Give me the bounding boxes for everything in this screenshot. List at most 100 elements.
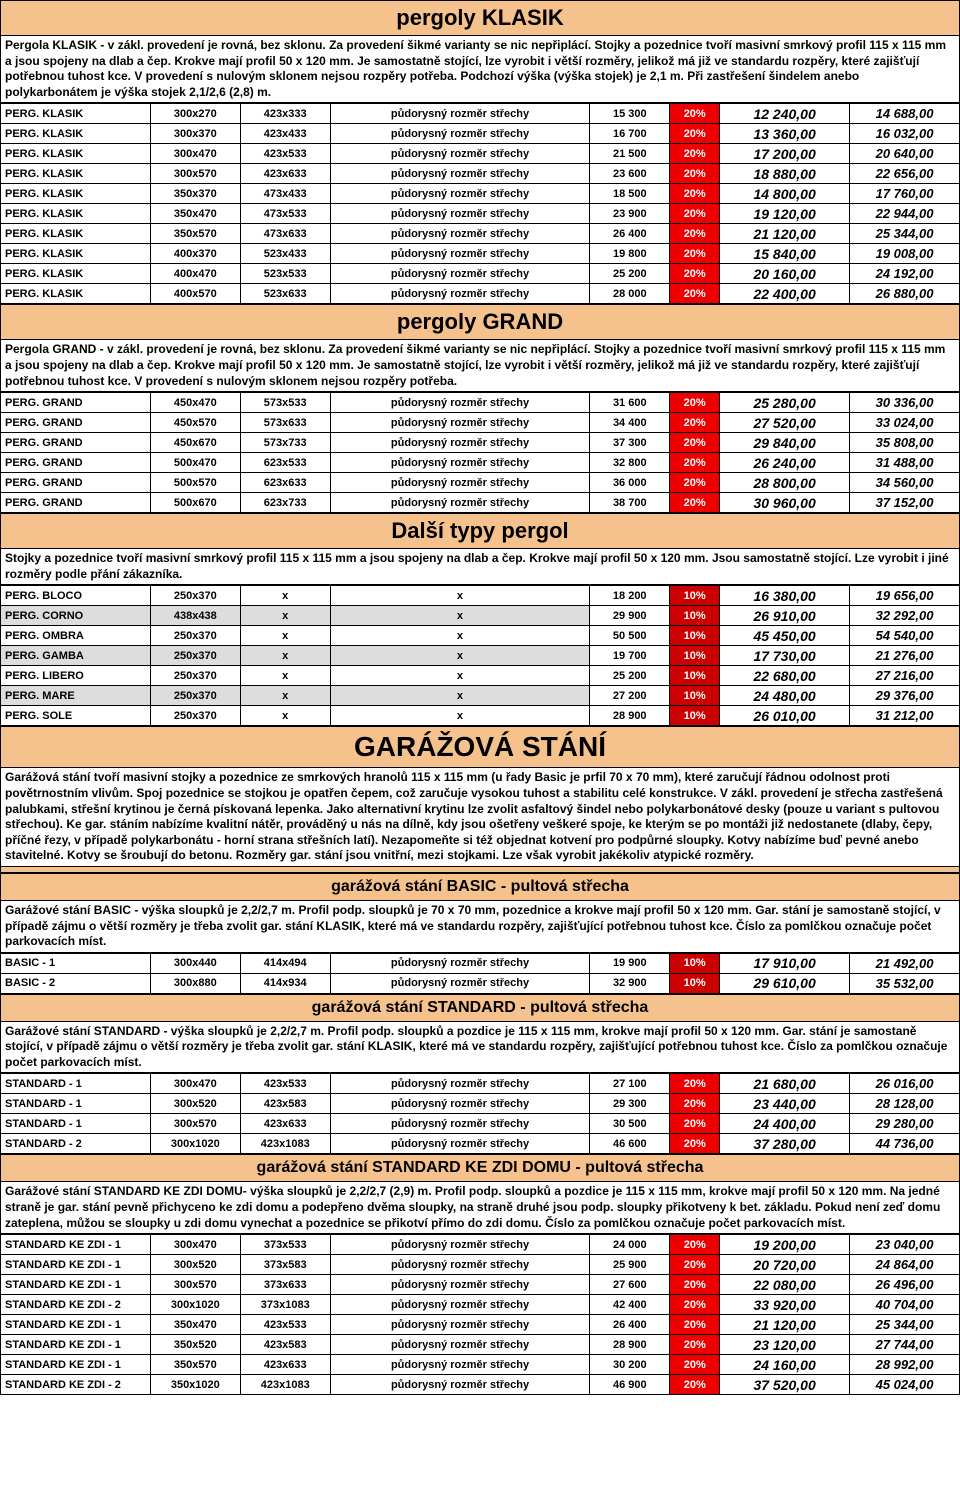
- cell: 20%: [670, 104, 720, 124]
- cell: 26 880,00: [850, 284, 960, 304]
- cell: x: [240, 606, 330, 626]
- cell: 14 800,00: [720, 184, 850, 204]
- cell: 623x633: [240, 473, 330, 493]
- section-header: GARÁŽOVÁ STÁNÍ: [0, 726, 960, 768]
- pricing-table: PERG. BLOCO250x370xx18 20010%16 380,0019…: [0, 585, 960, 726]
- table-row: BASIC - 1300x440414x494půdorysný rozměr …: [1, 953, 960, 973]
- table-row: STANDARD KE ZDI - 2350x1020423x1083půdor…: [1, 1375, 960, 1395]
- cell: 12 240,00: [720, 104, 850, 124]
- cell: 20%: [670, 224, 720, 244]
- cell: PERG. KLASIK: [1, 164, 151, 184]
- cell: BASIC - 1: [1, 953, 151, 973]
- cell: 28 128,00: [850, 1094, 960, 1114]
- cell: půdorysný rozměr střechy: [330, 493, 590, 513]
- cell: 23 040,00: [850, 1235, 960, 1255]
- cell: PERG. GRAND: [1, 453, 151, 473]
- table-row: PERG. KLASIK400x470523x533půdorysný rozm…: [1, 264, 960, 284]
- table-row: PERG. SOLE250x370xx28 90010%26 010,0031 …: [1, 706, 960, 726]
- cell: 28 900: [590, 706, 670, 726]
- cell: 423x1083: [240, 1375, 330, 1395]
- cell: 16 032,00: [850, 124, 960, 144]
- cell: 37 280,00: [720, 1134, 850, 1154]
- cell: 423x533: [240, 1074, 330, 1094]
- cell: půdorysný rozměr střechy: [330, 284, 590, 304]
- cell: PERG. SOLE: [1, 706, 151, 726]
- cell: 21 120,00: [720, 1315, 850, 1335]
- cell: 20%: [670, 1335, 720, 1355]
- cell: 38 700: [590, 493, 670, 513]
- cell: STANDARD - 2: [1, 1134, 151, 1154]
- cell: půdorysný rozměr střechy: [330, 473, 590, 493]
- cell: PERG. KLASIK: [1, 284, 151, 304]
- cell: 22 400,00: [720, 284, 850, 304]
- cell: PERG. CORNO: [1, 606, 151, 626]
- cell: STANDARD - 1: [1, 1074, 151, 1094]
- cell: 26 400: [590, 224, 670, 244]
- cell: PERG. OMBRA: [1, 626, 151, 646]
- table-row: PERG. KLASIK300x370423x433půdorysný rozm…: [1, 124, 960, 144]
- cell: x: [330, 686, 590, 706]
- table-row: PERG. GRAND500x670623x733půdorysný rozmě…: [1, 493, 960, 513]
- cell: 300x570: [150, 164, 240, 184]
- cell: 23 900: [590, 204, 670, 224]
- cell: 40 704,00: [850, 1295, 960, 1315]
- cell: 29 300: [590, 1094, 670, 1114]
- cell: 423x433: [240, 124, 330, 144]
- cell: 423x1083: [240, 1134, 330, 1154]
- table-row: PERG. GRAND450x570573x633půdorysný rozmě…: [1, 413, 960, 433]
- cell: 13 360,00: [720, 124, 850, 144]
- cell: PERG. GRAND: [1, 473, 151, 493]
- section-description: Garážové stání STANDARD - výška sloupků …: [0, 1022, 960, 1074]
- cell: 423x633: [240, 1355, 330, 1375]
- cell: 20 720,00: [720, 1255, 850, 1275]
- cell: 20 640,00: [850, 144, 960, 164]
- cell: 10%: [670, 646, 720, 666]
- cell: 373x1083: [240, 1295, 330, 1315]
- cell: x: [240, 706, 330, 726]
- cell: 23 600: [590, 164, 670, 184]
- cell: 19 656,00: [850, 586, 960, 606]
- section-header: garážová stání BASIC - pultová střecha: [0, 873, 960, 901]
- cell: 19 200,00: [720, 1235, 850, 1255]
- cell: PERG. GRAND: [1, 393, 151, 413]
- cell: 450x470: [150, 393, 240, 413]
- cell: půdorysný rozměr střechy: [330, 1134, 590, 1154]
- section-header: pergoly GRAND: [0, 304, 960, 340]
- cell: 31 488,00: [850, 453, 960, 473]
- cell: 423x533: [240, 144, 330, 164]
- cell: 20%: [670, 393, 720, 413]
- cell: půdorysný rozměr střechy: [330, 164, 590, 184]
- cell: 34 560,00: [850, 473, 960, 493]
- cell: 17 910,00: [720, 953, 850, 973]
- section-description: Garážové stání BASIC - výška sloupků je …: [0, 901, 960, 953]
- cell: 21 276,00: [850, 646, 960, 666]
- cell: 37 152,00: [850, 493, 960, 513]
- table-row: STANDARD - 1300x470423x533půdorysný rozm…: [1, 1074, 960, 1094]
- table-row: PERG. KLASIK350x570473x633půdorysný rozm…: [1, 224, 960, 244]
- cell: 25 280,00: [720, 393, 850, 413]
- cell: STANDARD KE ZDI - 1: [1, 1355, 151, 1375]
- cell: půdorysný rozměr střechy: [330, 1375, 590, 1395]
- cell: PERG. KLASIK: [1, 144, 151, 164]
- cell: 22 944,00: [850, 204, 960, 224]
- cell: 20%: [670, 433, 720, 453]
- cell: 10%: [670, 973, 720, 993]
- cell: 20%: [670, 1255, 720, 1275]
- cell: 523x433: [240, 244, 330, 264]
- cell: 29 900: [590, 606, 670, 626]
- cell: 473x633: [240, 224, 330, 244]
- cell: 250x370: [150, 666, 240, 686]
- table-row: PERG. KLASIK400x370523x433půdorysný rozm…: [1, 244, 960, 264]
- section-header: garážová stání STANDARD KE ZDI DOMU - pu…: [0, 1154, 960, 1182]
- cell: 350x520: [150, 1335, 240, 1355]
- cell: 350x470: [150, 1315, 240, 1335]
- cell: 15 300: [590, 104, 670, 124]
- cell: 17 200,00: [720, 144, 850, 164]
- cell: 32 292,00: [850, 606, 960, 626]
- cell: 32 800: [590, 453, 670, 473]
- cell: 37 520,00: [720, 1375, 850, 1395]
- cell: půdorysný rozměr střechy: [330, 104, 590, 124]
- cell: 300x1020: [150, 1295, 240, 1315]
- table-row: PERG. OMBRA250x370xx50 50010%45 450,0054…: [1, 626, 960, 646]
- cell: 350x370: [150, 184, 240, 204]
